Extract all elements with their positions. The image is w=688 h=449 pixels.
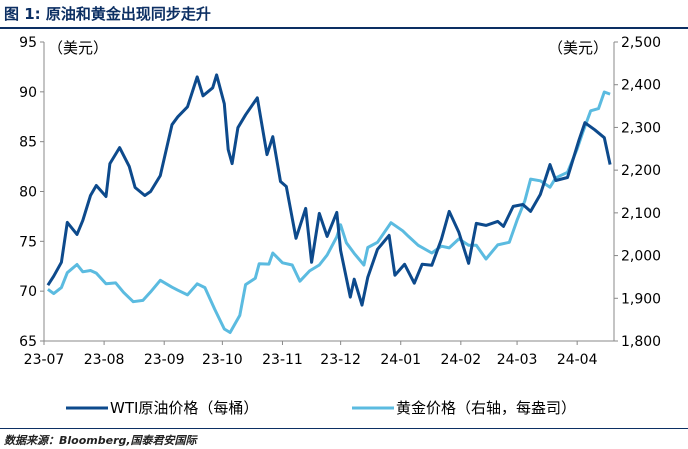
left-tick-label: 90	[19, 85, 37, 101]
x-tick-label: 23-09	[144, 352, 185, 368]
left-tick-label: 85	[19, 135, 37, 151]
series-lines	[46, 73, 612, 334]
series-line-wti	[46, 73, 612, 307]
title-rule	[0, 27, 688, 29]
x-tick-label: 24-03	[497, 352, 538, 368]
legend-label-gold: 黄金价格（右轴，每盎司）	[396, 399, 576, 417]
right-tick-label: 2,200	[621, 163, 661, 179]
right-tick-label: 2,100	[621, 206, 661, 222]
x-tick-label: 23-07	[24, 352, 65, 368]
chart-title: 图 1: 原油和黄金出现同步走升	[4, 5, 211, 23]
x-tick-label: 23-08	[84, 352, 125, 368]
right-axis-unit: （美元）	[548, 39, 608, 57]
right-tick-label: 1,800	[621, 334, 661, 350]
right-tick-label: 2,300	[621, 120, 661, 136]
x-tick-label: 23-10	[202, 352, 243, 368]
x-tick-label: 23-12	[320, 352, 361, 368]
x-tick-label: 24-01	[380, 352, 421, 368]
footer-rule	[0, 428, 688, 429]
x-tick-label: 23-11	[262, 352, 303, 368]
left-axis-ticks: 65 70 75 80 85 90 95	[19, 35, 44, 350]
left-tick-label: 70	[19, 284, 37, 300]
source-note: 数据来源：Bloomberg,国泰君安国际	[4, 434, 197, 447]
left-tick-label: 95	[19, 35, 37, 51]
left-axis-unit: （美元）	[48, 39, 108, 57]
x-tick-label: 24-02	[440, 352, 481, 368]
right-tick-label: 2,000	[621, 249, 661, 265]
legend-label-wti: WTI原油价格（每桶）	[110, 399, 258, 417]
right-tick-label: 2,400	[621, 78, 661, 94]
right-tick-label: 2,500	[621, 35, 661, 51]
series-line-gold	[47, 90, 611, 334]
x-axis-ticks: 23-07 23-08 23-09 23-10 23-11 23-12 24-01 24-02…	[24, 341, 598, 368]
left-tick-label: 80	[19, 185, 37, 201]
left-tick-label: 75	[19, 234, 37, 250]
right-tick-label: 1,900	[621, 291, 661, 307]
left-tick-label: 65	[19, 334, 37, 350]
legend: WTI原油价格（每桶） 黄金价格（右轴，每盎司）	[66, 399, 576, 417]
x-tick-label: 24-04	[557, 352, 598, 368]
right-axis-ticks: 1,800 1,900 2,000 2,100 2,200 2,300 2,400 2,500	[614, 35, 661, 350]
